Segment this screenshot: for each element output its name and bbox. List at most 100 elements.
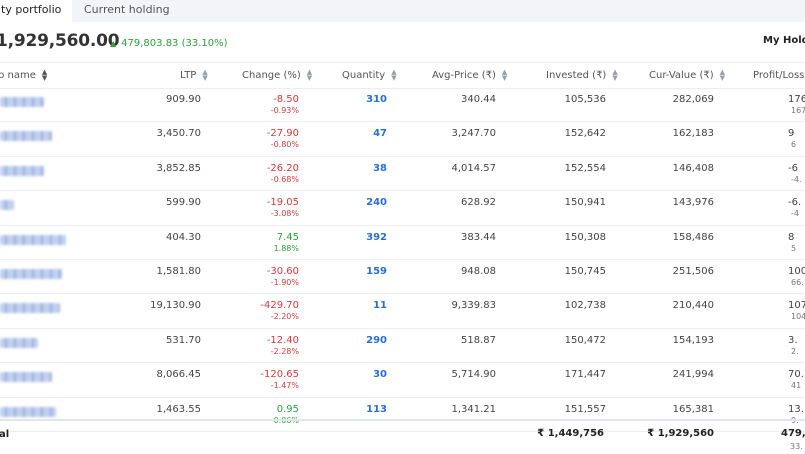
cur-value-value: 165,381 — [672, 403, 714, 415]
stock-name-redacted[interactable] — [0, 337, 38, 348]
avg-price-value: 628.92 — [461, 197, 496, 209]
stock-name-redacted[interactable] — [0, 372, 52, 383]
table-row[interactable]: 8,066.45 -120.65 -1.47% 30 5,714.90 171,447 24… — [0, 363, 805, 398]
change-percent: -0.93% — [270, 106, 299, 115]
avg-price-value: 3,247.70 — [451, 128, 496, 140]
stock-name-redacted[interactable] — [0, 97, 44, 107]
avg-price-value: 340.44 — [461, 94, 496, 105]
table-row[interactable]: 3,450.70 -27.90 -0.80% 47 3,247.70 152,642 162… — [0, 122, 805, 157]
profit-loss-value: -6 — [788, 162, 798, 174]
sort-icon: ▲ ▼ — [202, 68, 208, 82]
profit-loss-percent: 5 — [791, 243, 797, 253]
col-profit-loss[interactable]: Profit/Loss ( — [753, 63, 805, 88]
change-value: -120.65 — [260, 369, 299, 381]
stock-name-redacted[interactable] — [0, 406, 56, 417]
table-row[interactable]: 1,463.55 0.95 0.06% 113 1,341.21 151,557 165,3… — [0, 398, 805, 432]
invested-value: 150,941 — [564, 197, 606, 209]
avg-price-value: 518.87 — [461, 334, 496, 346]
cur-value-value: 154,193 — [672, 334, 714, 346]
sort-icon: ▲ ▼ — [501, 68, 508, 82]
footer-profit-loss: 479,8 — [781, 428, 805, 439]
profit-loss-percent: 104. — [791, 312, 805, 322]
invested-value: 150,745 — [564, 265, 606, 277]
change-value: 7.45 — [276, 231, 299, 243]
profit-loss-percent: 66. — [791, 277, 804, 287]
ltp-value: 8,066.45 — [156, 369, 201, 381]
col-invested[interactable]: Invested (₹) ▲ ▼ — [546, 63, 618, 88]
avg-price-value: 383.44 — [461, 231, 496, 243]
ltp-value: 3,450.70 — [156, 128, 201, 140]
stock-name-redacted[interactable] — [0, 303, 60, 314]
change-value: -429.70 — [260, 300, 299, 312]
invested-value: 102,738 — [564, 300, 606, 312]
change-percent: -1.47% — [270, 381, 299, 391]
table-row[interactable]: 19,130.90 -429.70 -2.20% 11 9,339.83 102,738 2… — [0, 294, 805, 329]
change-value: -26.20 — [266, 162, 299, 174]
invested-value: 151,557 — [564, 403, 606, 415]
portfolio-summary: 1,929,560.00 ▲ 479,803.83 (33.10%) — [0, 31, 805, 55]
ltp-value: 19,130.90 — [150, 300, 201, 312]
quantity-value: 30 — [373, 369, 387, 381]
change-percent: -2.20% — [270, 312, 299, 322]
sort-icon: ▲ ▼ — [612, 68, 618, 82]
avg-price-value: 5,714.90 — [451, 369, 496, 381]
invested-value: 150,308 — [564, 231, 606, 243]
profit-loss-percent: 41 — [791, 381, 802, 391]
tab-bar: ity portfolio Current holding — [0, 0, 805, 22]
col-ltp[interactable]: LTP ▲ ▼ — [180, 63, 208, 88]
cur-value-value: 282,069 — [672, 94, 714, 105]
stock-name-redacted[interactable] — [0, 234, 66, 245]
profit-loss-percent: -4 — [791, 209, 799, 219]
cur-value-value: 251,506 — [672, 265, 714, 277]
ltp-value: 404.30 — [166, 231, 201, 243]
ltp-value: 3,852.85 — [156, 162, 201, 174]
table-row[interactable]: 3,852.85 -26.20 -0.68% 38 4,014.57 152,554 146… — [0, 157, 805, 192]
col-quantity[interactable]: Quantity ▲ ▼ — [342, 63, 397, 88]
invested-value: 105,536 — [564, 94, 606, 105]
profit-loss-value: 100 — [788, 265, 805, 277]
sort-icon: ▲ ▼ — [391, 68, 397, 82]
table-row[interactable]: 1,581.80 -30.60 -1.90% 159 948.08 150,745 251,… — [0, 260, 805, 295]
profit-loss-percent: 167. — [791, 106, 805, 115]
ltp-value: 531.70 — [166, 334, 201, 346]
col-change-label: Change (%) — [242, 70, 301, 81]
cur-value-value: 146,408 — [672, 162, 714, 174]
table-row[interactable]: 909.90 -8.50 -0.93% 310 340.44 105,536 282,069… — [0, 88, 805, 123]
profit-loss-percent: 2. — [791, 346, 799, 356]
table-row[interactable]: 599.90 -19.05 -3.08% 240 628.92 150,941 143,97… — [0, 191, 805, 226]
col-ltp-label: LTP — [180, 70, 197, 81]
stock-name-redacted[interactable] — [0, 268, 62, 279]
avg-price-value: 948.08 — [461, 265, 496, 277]
sort-icon: ▲ ▼ — [306, 68, 313, 82]
tab-equity-portfolio[interactable]: ity portfolio — [0, 0, 72, 22]
change-value: -27.90 — [266, 128, 299, 140]
table-row[interactable]: 531.70 -12.40 -2.28% 290 518.87 150,472 154,19… — [0, 329, 805, 364]
profit-loss-value: 8 — [788, 231, 795, 243]
profit-loss-value: 107. — [788, 300, 805, 312]
my-holdings-button[interactable]: My Holdi — [763, 35, 805, 46]
avg-price-value: 4,014.57 — [451, 162, 496, 174]
change-percent: -0.80% — [270, 140, 299, 150]
col-change[interactable]: Change (%) ▲ ▼ — [242, 63, 312, 88]
col-cur-value[interactable]: Cur-Value (₹) ▲ ▼ — [649, 63, 725, 88]
table-row[interactable]: 404.30 7.45 1.88% 392 383.44 150,308 158,486 8 5 — [0, 226, 805, 260]
quantity-value: 38 — [373, 162, 387, 174]
invested-value: 152,642 — [564, 128, 606, 140]
col-avg-price[interactable]: Avg-Price (₹) ▲ ▼ — [432, 63, 507, 88]
change-cell: -19.05 -3.08% — [267, 197, 299, 218]
stock-name-redacted[interactable] — [0, 131, 52, 142]
change-value: -8.50 — [273, 94, 299, 105]
ltp-value: 1,581.80 — [156, 265, 201, 277]
avg-price-value: 1,341.21 — [451, 403, 496, 415]
cur-value-value: 241,994 — [672, 369, 714, 381]
tab-current-holding[interactable]: Current holding — [84, 3, 170, 16]
col-name[interactable]: p name ▲ ▼ — [0, 63, 47, 88]
stock-name-redacted[interactable] — [0, 165, 44, 176]
change-percent: -2.28% — [270, 346, 299, 356]
change-percent: 1.88% — [273, 243, 299, 253]
table-footer-total: al ₹ 1,449,756 ₹ 1,929,560 479,8 33. — [0, 419, 805, 454]
col-name-label: p name — [0, 70, 36, 81]
up-arrow-icon: ▲ — [110, 39, 117, 48]
stock-name-redacted[interactable] — [0, 200, 14, 211]
quantity-value: 11 — [373, 300, 387, 312]
